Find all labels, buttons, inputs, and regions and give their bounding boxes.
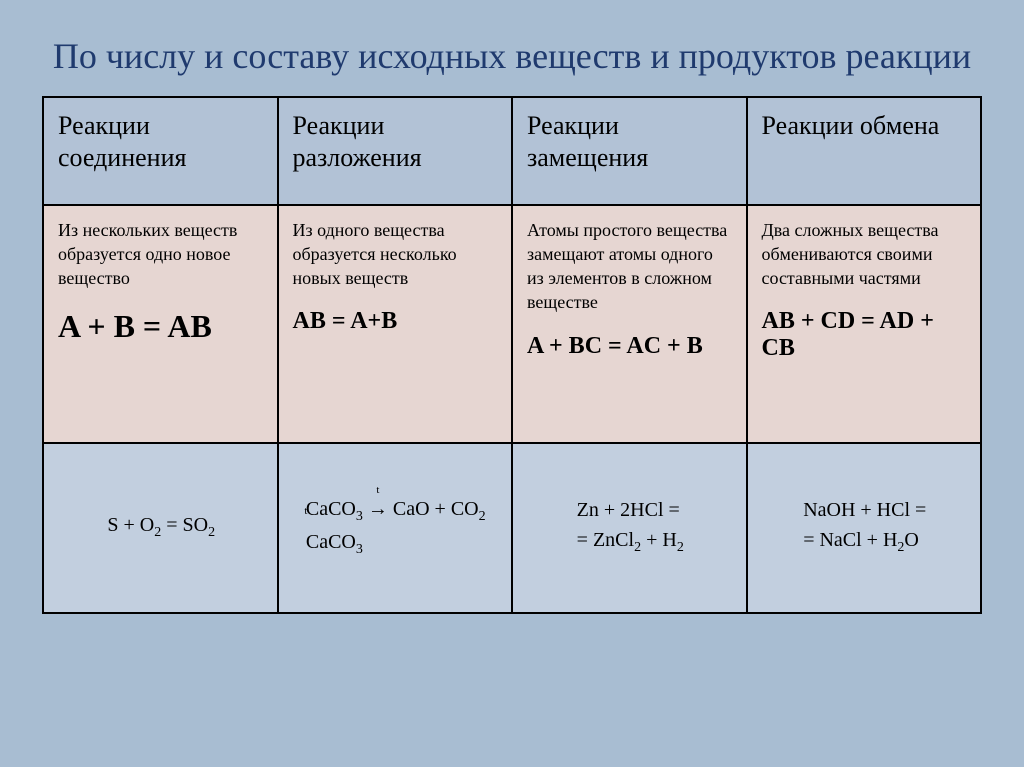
desc-text-3: Два сложных вещества обмениваются своими…	[762, 218, 969, 291]
table-header-row: Реакции соединения Реакции разложения Ре…	[43, 97, 981, 205]
col-ex-0: S + O2 = SO2	[43, 443, 278, 613]
col-desc-1: Из одного вещества образуется несколько …	[278, 205, 513, 443]
page-title: По числу и составу исходных веществ и пр…	[53, 28, 971, 86]
col-ex-1: tCaCO3 →t CaO + CO2CaCO3	[278, 443, 513, 613]
col-head-3: Реакции обмена	[747, 97, 982, 205]
reactions-table: Реакции соединения Реакции разложения Ре…	[42, 96, 982, 614]
col-desc-3: Два сложных вещества обмениваются своими…	[747, 205, 982, 443]
formula-3: AB + CD = AD + CB	[762, 308, 969, 362]
table-desc-row: Из нескольких веществ образуется одно но…	[43, 205, 981, 443]
example-2: Zn + 2HCl == ZnCl2 + H2	[577, 495, 684, 558]
example-0: S + O2 = SO2	[107, 510, 215, 543]
desc-text-0: Из нескольких веществ образуется одно но…	[58, 218, 265, 291]
col-head-0: Реакции соединения	[43, 97, 278, 205]
desc-text-1: Из одного вещества образуется несколько …	[293, 218, 500, 291]
desc-text-2: Атомы простого вещества замещают атомы о…	[527, 218, 734, 315]
example-1: tCaCO3 →t CaO + CO2CaCO3	[306, 494, 486, 560]
col-ex-3: NaOH + HCl == NaCl + H2O	[747, 443, 982, 613]
table-example-row: S + O2 = SO2 tCaCO3 →t CaO + CO2CaCO3 Zn…	[43, 443, 981, 613]
example-3: NaOH + HCl == NaCl + H2O	[803, 495, 926, 558]
formula-0: A + B = AB	[58, 308, 265, 345]
col-desc-0: Из нескольких веществ образуется одно но…	[43, 205, 278, 443]
col-head-2: Реакции замещения	[512, 97, 747, 205]
col-ex-2: Zn + 2HCl == ZnCl2 + H2	[512, 443, 747, 613]
col-desc-2: Атомы простого вещества замещают атомы о…	[512, 205, 747, 443]
formula-2: A + BC = AC + B	[527, 333, 734, 360]
col-head-1: Реакции разложения	[278, 97, 513, 205]
formula-1: AB = A+B	[293, 308, 500, 335]
